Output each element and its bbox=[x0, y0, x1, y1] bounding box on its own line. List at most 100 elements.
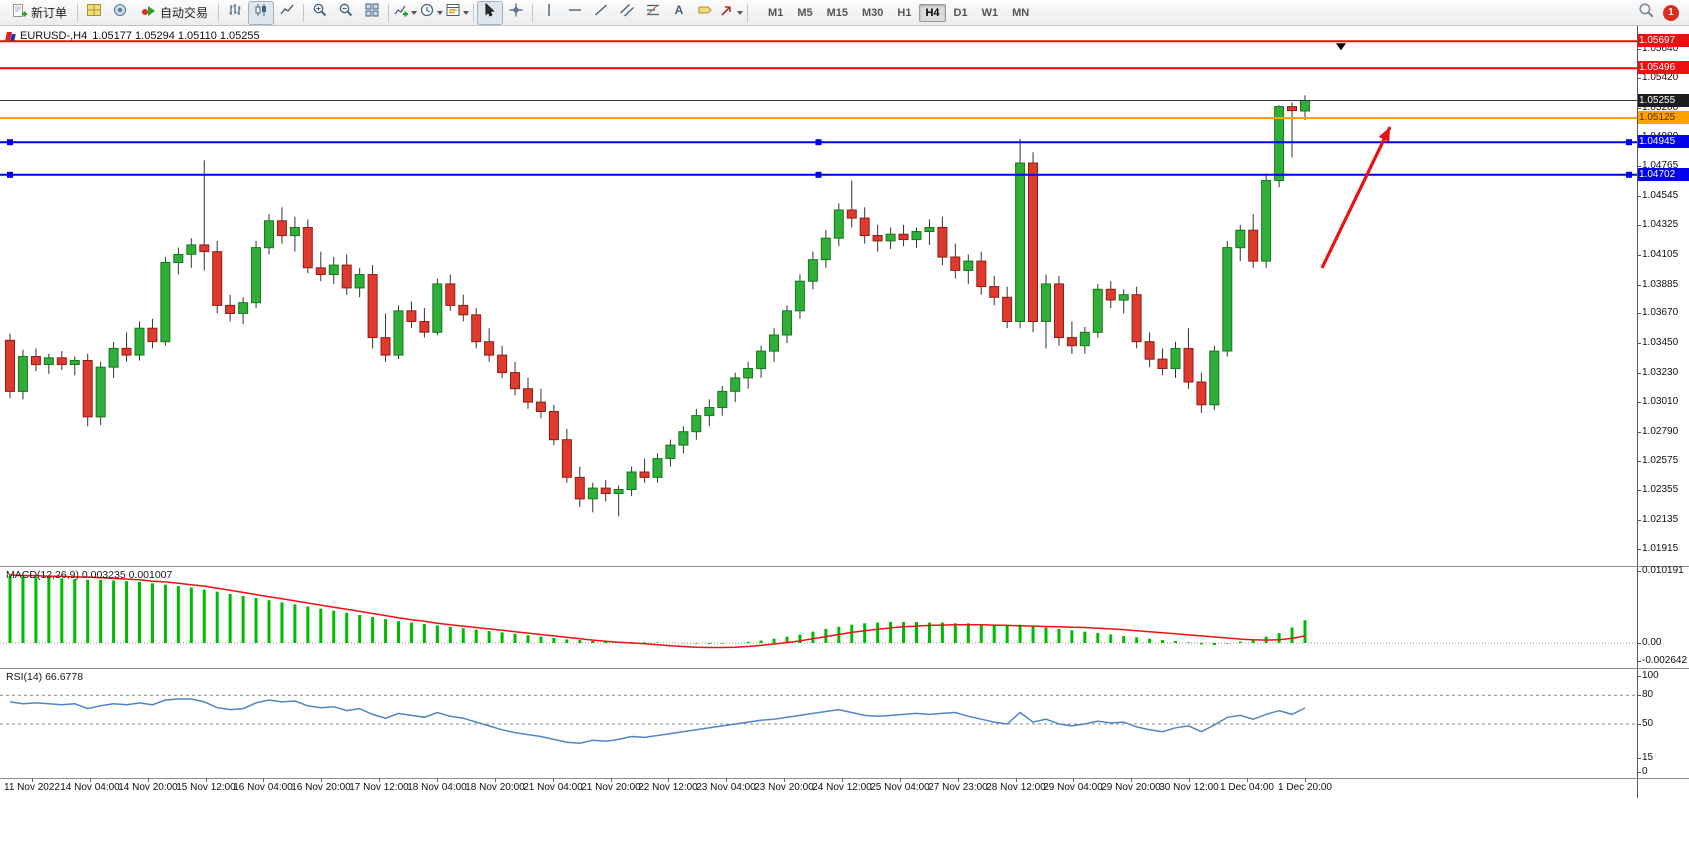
candle bbox=[1028, 162, 1038, 322]
candle bbox=[160, 261, 171, 343]
rsi-tick-label: 0 bbox=[1642, 766, 1648, 777]
candle bbox=[1054, 283, 1064, 339]
candle bbox=[264, 220, 274, 249]
timeframe-button-m5[interactable]: M5 bbox=[797, 6, 813, 19]
toolbar-separator bbox=[473, 3, 475, 22]
candle bbox=[289, 227, 300, 237]
candle bbox=[30, 356, 41, 366]
time-tick-label: 28 Nov 12:00 bbox=[986, 782, 1046, 793]
toolbar-separator bbox=[303, 3, 305, 22]
timeframe-button-m1[interactable]: M1 bbox=[768, 6, 784, 19]
periods-button[interactable] bbox=[418, 1, 444, 25]
crosshair-icon bbox=[508, 2, 524, 23]
market-watch-button[interactable] bbox=[107, 1, 133, 25]
zoom-in-button[interactable] bbox=[307, 1, 333, 25]
arrows-tool-button[interactable] bbox=[718, 1, 744, 25]
auto-trading-button[interactable]: 自动交易 bbox=[133, 1, 215, 25]
candle bbox=[393, 310, 404, 356]
candle bbox=[5, 339, 15, 392]
bar-chart-icon bbox=[227, 2, 243, 23]
macd-indicator-panel[interactable] bbox=[0, 566, 1637, 668]
candle bbox=[1079, 331, 1090, 347]
candle bbox=[1144, 341, 1155, 360]
candle bbox=[199, 244, 210, 253]
time-tick-label: 14 Nov 04:00 bbox=[60, 782, 120, 793]
timeframe-button-w1[interactable]: W1 bbox=[981, 6, 999, 19]
new-order-button[interactable]: 新订单 bbox=[4, 1, 74, 25]
time-tick-label: 29 Nov 04:00 bbox=[1043, 782, 1103, 793]
channel-icon bbox=[619, 2, 635, 23]
toolbar-separator bbox=[388, 3, 390, 22]
candle bbox=[820, 237, 831, 261]
indicators-button[interactable] bbox=[392, 1, 418, 25]
main-price-chart[interactable] bbox=[0, 26, 1637, 566]
time-scale-separator[interactable] bbox=[0, 778, 1689, 779]
fibonacci-icon bbox=[645, 2, 661, 23]
candle bbox=[535, 401, 546, 413]
price-scale-separator[interactable] bbox=[1637, 26, 1638, 798]
candle bbox=[963, 260, 974, 272]
timeframe-button-d1[interactable]: D1 bbox=[953, 6, 968, 19]
candle bbox=[613, 489, 624, 494]
search-icon[interactable] bbox=[1638, 2, 1655, 24]
timeframe-button-h1[interactable]: H1 bbox=[897, 6, 912, 19]
candle bbox=[1131, 294, 1142, 343]
trendline-tool-button[interactable] bbox=[588, 1, 614, 25]
bar-chart-mode-button[interactable] bbox=[222, 1, 248, 25]
profiles-icon bbox=[86, 2, 102, 23]
panel-divider[interactable] bbox=[0, 566, 1689, 567]
toolbar-separator bbox=[532, 3, 534, 22]
candle bbox=[1183, 347, 1194, 383]
candle bbox=[600, 487, 611, 495]
candle bbox=[1105, 288, 1116, 301]
candle bbox=[134, 327, 145, 356]
zoom-out-icon bbox=[338, 2, 354, 23]
toolbar-separator bbox=[218, 3, 220, 22]
candle bbox=[639, 471, 650, 478]
candle bbox=[743, 368, 754, 379]
timeframe-button-mn[interactable]: MN bbox=[1012, 6, 1030, 19]
horizontal-line-icon bbox=[567, 2, 583, 23]
templates-button[interactable] bbox=[444, 1, 470, 25]
fibonacci-tool-button[interactable] bbox=[640, 1, 666, 25]
templates-icon bbox=[445, 2, 461, 23]
candle bbox=[484, 341, 495, 356]
timeframe-button-h4[interactable]: H4 bbox=[919, 3, 946, 22]
line-handle bbox=[7, 139, 13, 146]
toolbar-separator bbox=[747, 3, 749, 22]
profiles-button[interactable] bbox=[81, 1, 107, 25]
rsi-indicator-panel[interactable] bbox=[0, 668, 1637, 778]
panel-divider[interactable] bbox=[0, 668, 1689, 669]
toolbar-separator bbox=[77, 3, 79, 22]
candle bbox=[471, 314, 482, 343]
text-tool-button[interactable]: A bbox=[666, 1, 692, 25]
candle bbox=[1066, 337, 1077, 347]
channel-tool-button[interactable] bbox=[614, 1, 640, 25]
crosshair-tool-button[interactable] bbox=[503, 1, 529, 25]
candle bbox=[756, 350, 767, 370]
zoom-out-button[interactable] bbox=[333, 1, 359, 25]
candle bbox=[341, 264, 352, 289]
notification-badge[interactable]: 1 bbox=[1663, 4, 1679, 21]
candle bbox=[302, 227, 313, 269]
dropdown-caret-icon bbox=[737, 10, 744, 15]
market-watch-icon bbox=[112, 2, 128, 23]
line-chart-mode-button[interactable] bbox=[274, 1, 300, 25]
chart-ohlc-values: 1.05177 1.05294 1.05110 1.05255 bbox=[92, 30, 260, 42]
svg-text:A: A bbox=[675, 3, 684, 17]
horizontal-line-tool-button[interactable] bbox=[562, 1, 588, 25]
time-tick-label: 23 Nov 20:00 bbox=[754, 782, 814, 793]
tile-windows-button[interactable] bbox=[359, 1, 385, 25]
dropdown-caret-icon bbox=[437, 10, 444, 15]
candle bbox=[587, 487, 598, 500]
candlestick-chart-mode-button[interactable] bbox=[248, 0, 275, 25]
text-label-tool-button[interactable] bbox=[692, 1, 718, 25]
vertical-line-tool-button[interactable] bbox=[536, 1, 562, 25]
candle bbox=[704, 407, 715, 417]
timeframe-button-m15[interactable]: M15 bbox=[826, 6, 848, 19]
arrow-shape-icon bbox=[719, 2, 735, 23]
candle bbox=[769, 334, 779, 352]
cursor-tool-button[interactable] bbox=[477, 0, 504, 25]
candle bbox=[1300, 100, 1310, 112]
timeframe-button-m30[interactable]: M30 bbox=[862, 6, 884, 19]
